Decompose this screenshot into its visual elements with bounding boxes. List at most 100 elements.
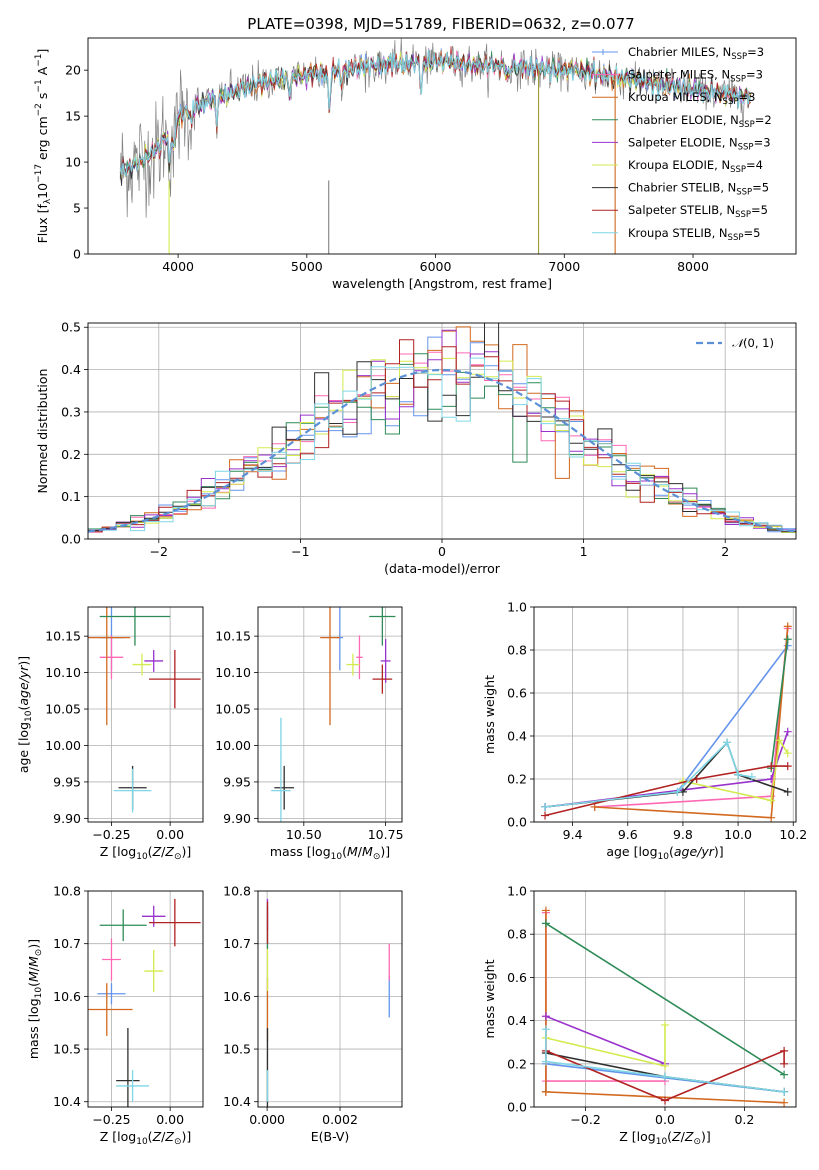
weight-point: [661, 1072, 669, 1081]
x-axis-label: (data-model)/error: [384, 561, 501, 576]
weight-point: [661, 1020, 669, 1029]
weight-point: [780, 1046, 789, 1055]
axes-age_vs_Z: −0.25 0.00 9.90 9.95 10.00 10.05 10.10 10.15 Z […: [16, 606, 204, 862]
axes-mass_weight_vs_age: 9.4 9.6 9.8 10.0 10.2 0.0 0.2 0.4 0.6 0.8 1.0 age […: [482, 600, 807, 863]
weight-point: [541, 919, 550, 928]
plot-content: [541, 906, 789, 1107]
x-axis-label: Z [log10(Z/Z⊙)]: [619, 1129, 711, 1147]
x-axis-label: wavelength [Angstrom, rest frame]: [332, 276, 552, 291]
y-tick-label: 5: [73, 201, 81, 216]
axes-mass_weight_vs_Z: −0.2 0.0 0.2 0.0 0.2 0.4 0.6 0.8 1.0 Z [log10(Z/Z…: [482, 884, 797, 1147]
weight-point: [723, 738, 732, 747]
x-tick-label: 0.0: [655, 1112, 675, 1127]
y-tick-label: 0.1: [61, 489, 81, 504]
weight-point: [541, 811, 550, 820]
y-tick-label: 0.0: [507, 1100, 527, 1115]
plot-content: [266, 898, 390, 1107]
y-tick-label: 0.2: [507, 1056, 527, 1071]
axes-frame: [533, 890, 797, 1108]
y-tick-label: 9.90: [223, 811, 251, 826]
plot-content: [88, 607, 201, 813]
weight-point: [780, 1070, 789, 1079]
x-tick-label: 10.50: [286, 827, 322, 842]
y-tick-label: 10.00: [215, 738, 251, 753]
legend-label: 𝒩(0, 1): [732, 336, 774, 350]
x-tick-label: −0.25: [92, 1112, 130, 1127]
y-tick-label: 10.5: [53, 1042, 81, 1057]
legend-label: Chabrier STELIB, NSSP=5: [628, 181, 769, 198]
weight-point: [692, 775, 701, 783]
x-tick-label: 0.2: [734, 1112, 754, 1127]
legend-label: Salpeter MILES, NSSP=3: [628, 68, 763, 85]
y-tick-label: 0.3: [61, 404, 81, 419]
x-tick-label: −2: [150, 544, 168, 559]
weight-point: [783, 622, 792, 631]
weight-point: [767, 762, 776, 771]
weight-point: [541, 802, 550, 811]
y-axis-label: Normed distribution: [35, 369, 50, 494]
axes-mass_vs_ebv: 0.000 0.002 10.4 10.5 10.6 10.7 10.8 E(B-V): [223, 884, 403, 1144]
y-tick-label: 15: [65, 109, 81, 124]
y-tick-label: 9.90: [53, 811, 81, 826]
y-tick-label: 0.8: [507, 643, 527, 658]
y-tick-label: 10.05: [45, 702, 81, 717]
axes-residuals: −2 −1 0 1 2 0.0 0.1 0.2 0.3 0.4 0.5 (data-model)/er…: [35, 320, 797, 576]
weight-line-kroupa-elodie: [545, 1024, 666, 1068]
axes-frame: [257, 890, 403, 1108]
x-tick-label: 10.2: [779, 827, 807, 842]
x-tick-label: 5000: [291, 259, 323, 274]
weight-point: [673, 787, 682, 796]
y-tick-label: 0.4: [507, 1013, 527, 1028]
y-tick-label: 9.95: [53, 774, 81, 789]
weight-point: [747, 772, 756, 781]
y-tick-label: 0.8: [507, 927, 527, 942]
x-tick-label: −0.25: [92, 827, 130, 842]
y-tick-label: 10.15: [215, 629, 251, 644]
weight-line-kroupa-elodie: [682, 738, 789, 802]
y-tick-label: 0.6: [507, 970, 527, 985]
weight-line-salpeter-elodie: [545, 1015, 666, 1065]
legend: 𝒩(0, 1): [696, 336, 774, 350]
axes-frame: [87, 37, 797, 255]
y-tick-label: 10.6: [53, 989, 81, 1004]
y-tick-label: 10.6: [223, 989, 251, 1004]
weight-point: [541, 1087, 550, 1096]
x-axis-label: age [log10(age/yr)]: [606, 844, 723, 862]
x-tick-label: 0.00: [156, 827, 184, 842]
y-tick-label: 0.6: [507, 686, 527, 701]
axes-frame: [87, 890, 204, 1108]
legend-label: Kroupa STELIB, NSSP=5: [628, 226, 760, 243]
weight-point: [780, 1098, 789, 1107]
legend-label: Chabrier MILES, NSSP=3: [628, 45, 764, 62]
x-tick-label: −1: [291, 544, 309, 559]
y-tick-label: 10.00: [45, 738, 81, 753]
x-tick-label: 0.002: [322, 1112, 358, 1127]
weight-line-chabrier-elodie: [770, 639, 789, 769]
x-axis-label: E(B-V): [311, 1129, 350, 1144]
y-axis-label: mass weight: [482, 959, 497, 1038]
axes-frame: [533, 606, 797, 823]
y-tick-label: 10.7: [223, 936, 251, 951]
legend-marker: [600, 49, 606, 55]
y-axis-label: mass [log10(M/M⊙)]: [26, 939, 44, 1059]
weight-point: [780, 1087, 789, 1096]
weight-point: [783, 749, 792, 758]
y-tick-label: 10.05: [215, 702, 251, 717]
weight-point: [783, 635, 792, 644]
x-tick-label: 4000: [162, 259, 194, 274]
weight-point: [783, 762, 792, 771]
y-tick-label: 1.0: [507, 600, 527, 615]
x-axis-label: mass [log10(M/M⊙)]: [270, 844, 390, 862]
x-tick-label: 6000: [420, 259, 452, 274]
y-tick-label: 10.4: [223, 1094, 251, 1109]
y-tick-label: 0.4: [61, 362, 81, 377]
weight-line-kroupa-stelib: [545, 1029, 785, 1093]
legend-label: Kroupa ELODIE, NSSP=4: [628, 158, 763, 175]
y-tick-label: 0.2: [507, 772, 527, 787]
histogram-kroupa-stelib: [88, 357, 796, 532]
legend: Chabrier MILES, NSSP=3 Salpeter MILES, NS…: [592, 45, 772, 243]
legend-label: Salpeter STELIB, NSSP=5: [628, 203, 768, 220]
y-tick-label: 0.0: [507, 815, 527, 830]
y-axis-label: age [log10(age/yr)]: [16, 656, 34, 773]
weight-point: [767, 796, 776, 805]
